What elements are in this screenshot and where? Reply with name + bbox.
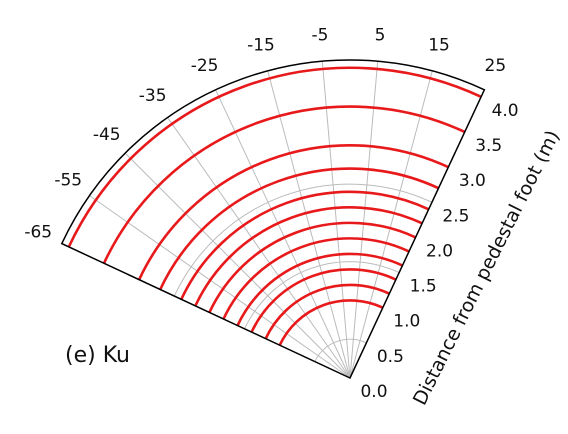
- contour-line: [137, 144, 449, 281]
- r-tick-label: 3.0: [459, 171, 486, 191]
- contour-line: [236, 252, 403, 327]
- theta-tick-label: 5: [375, 25, 386, 45]
- frame: [60, 59, 486, 379]
- grid-circle: [244, 261, 400, 330]
- contour-line: [159, 167, 440, 291]
- theta-tick-label: -45: [93, 125, 121, 145]
- contour-line: [278, 299, 384, 346]
- theta-tick-label: -55: [54, 171, 82, 191]
- r-tick-label: 1.0: [393, 312, 420, 332]
- grid-circle: [173, 183, 433, 297]
- contour-line: [208, 221, 417, 313]
- contour-line: [194, 206, 423, 307]
- r-tick-label: 3.5: [475, 136, 502, 156]
- annotation: (e) Ku: [65, 343, 130, 368]
- r-axis-label: Distance from pedestal foot (m): [409, 127, 564, 409]
- contour-line: [250, 268, 397, 333]
- grid-circle: [314, 338, 367, 362]
- grid-line: [349, 61, 379, 379]
- grid-line: [349, 70, 433, 379]
- contour-line: [67, 66, 482, 248]
- grid-line: [321, 61, 351, 379]
- r-tick-label: 0.5: [377, 347, 404, 367]
- contour-line: [264, 283, 390, 340]
- theta-tick-label: -65: [24, 223, 52, 243]
- theta-tick-label: 25: [485, 56, 507, 76]
- r-tick-label: 0.0: [360, 382, 387, 402]
- grid-line: [215, 89, 351, 379]
- r-tick-label: 1.5: [410, 277, 437, 297]
- contour-line: [102, 105, 466, 264]
- grid-line: [89, 195, 351, 379]
- theta-tick-label: -25: [191, 56, 219, 76]
- theta-tick-label: 15: [428, 36, 450, 56]
- r-tick-label: 2.5: [442, 206, 469, 226]
- grid-line: [167, 117, 351, 379]
- contour-line: [180, 190, 430, 300]
- r-tick-label: 4.0: [492, 101, 519, 121]
- contour-line: [222, 237, 410, 320]
- theta-tick-label: -15: [247, 36, 275, 56]
- r-tick-label: 2.0: [426, 241, 453, 261]
- grid-line: [124, 152, 351, 379]
- theta-tick-label: -35: [139, 86, 167, 106]
- grid-line: [267, 70, 351, 379]
- theta-tick-label: -5: [312, 25, 329, 45]
